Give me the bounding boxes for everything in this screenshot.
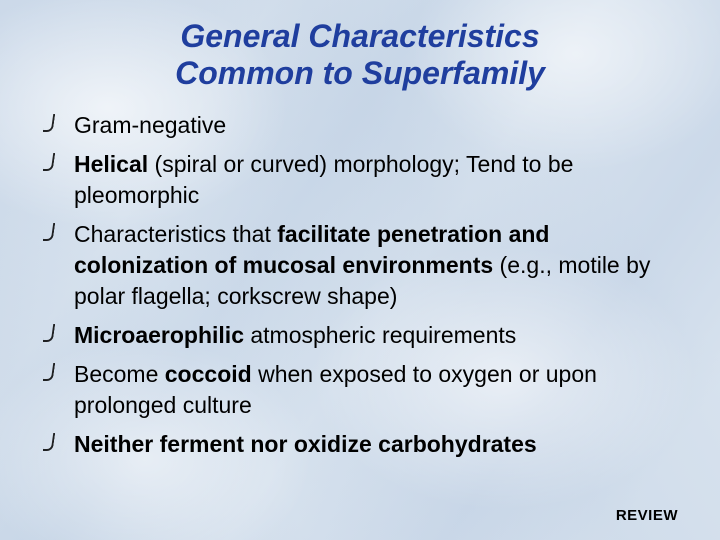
- text-bold: Microaerophilic: [74, 322, 244, 348]
- title-line-1: General Characteristics: [180, 18, 539, 54]
- list-item: Neither ferment nor oxidize carbohydrate…: [74, 429, 680, 460]
- footer-label: REVIEW: [616, 507, 678, 524]
- list-item: Gram-negative: [74, 110, 680, 141]
- slide: General Characteristics Common to Superf…: [0, 0, 720, 540]
- list-item: Characteristics that facilitate penetrat…: [74, 219, 680, 312]
- text-bold: Helical: [74, 151, 148, 177]
- list-item: Become coccoid when exposed to oxygen or…: [74, 359, 680, 421]
- text: Become: [74, 361, 165, 387]
- title-line-2: Common to Superfamily: [175, 55, 545, 91]
- text: Gram-negative: [74, 112, 226, 138]
- list-item: Microaerophilic atmospheric requirements: [74, 320, 680, 351]
- text: Characteristics that: [74, 221, 277, 247]
- text-bold: coccoid: [165, 361, 252, 387]
- slide-title: General Characteristics Common to Superf…: [32, 18, 688, 92]
- text: atmospheric requirements: [244, 322, 516, 348]
- text: (spiral or curved) morphology; Tend to b…: [74, 151, 573, 208]
- list-item: Helical (spiral or curved) morphology; T…: [74, 149, 680, 211]
- bullet-list: Gram-negative Helical (spiral or curved)…: [32, 110, 688, 460]
- text-bold: Neither ferment nor oxidize carbohydrate…: [74, 431, 537, 457]
